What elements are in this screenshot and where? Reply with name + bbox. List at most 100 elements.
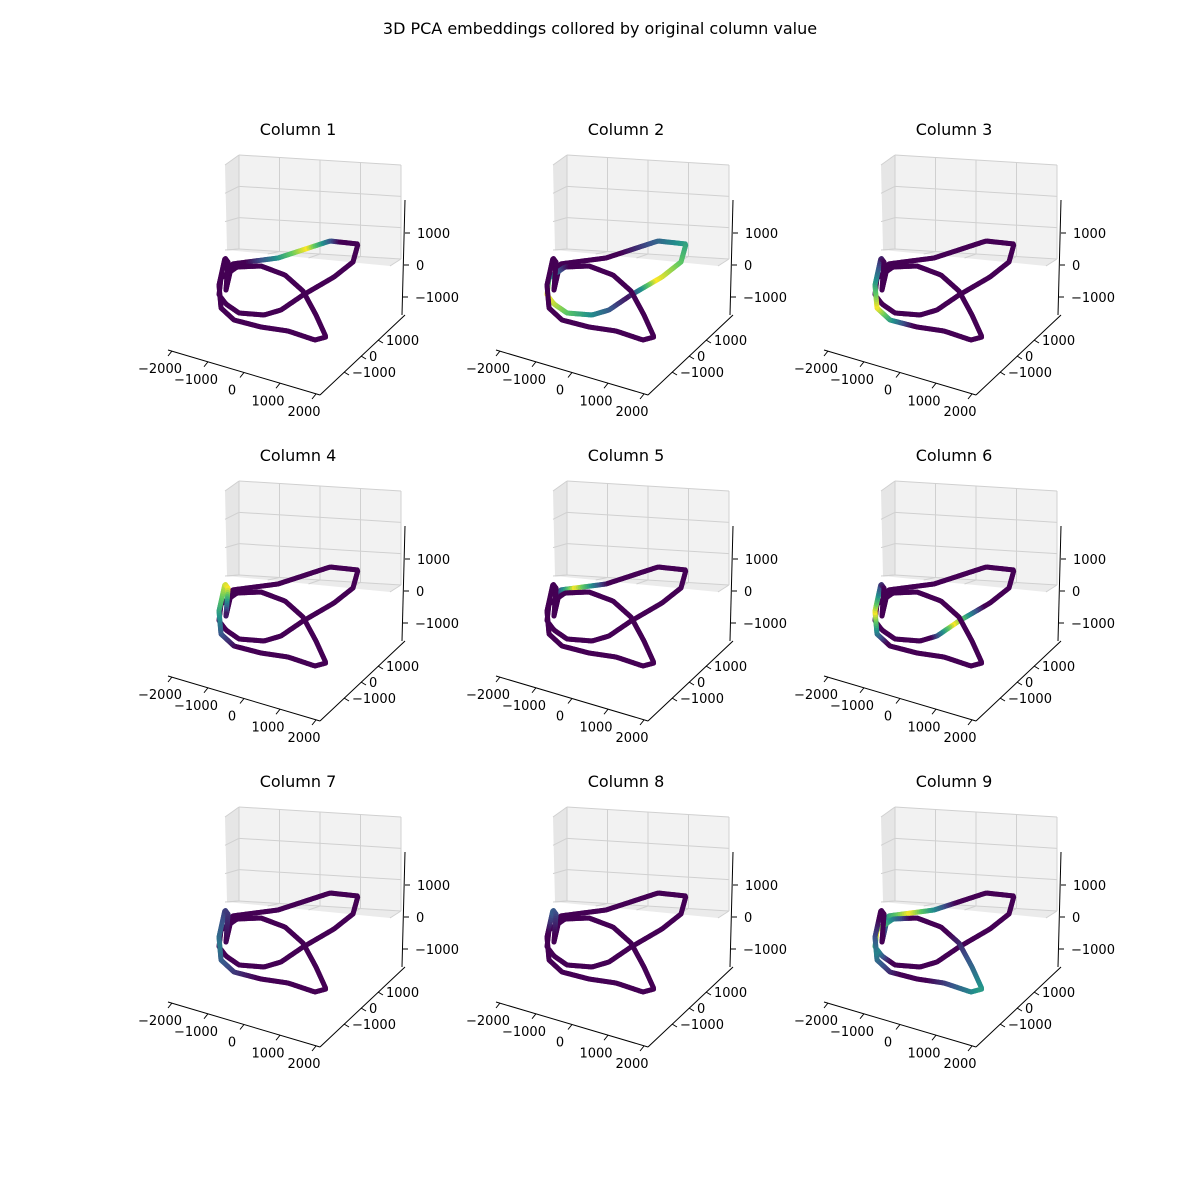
figure-title: 3D PCA embeddings collored by original c… [382, 19, 818, 38]
x-tick-mark [859, 361, 865, 368]
x-tick-mark [203, 687, 209, 694]
x-tick-label: 1000 [251, 394, 284, 409]
grid-line [566, 154, 730, 166]
x-tick-mark [203, 1013, 209, 1020]
pane-left [881, 155, 895, 250]
z-axis-line [1057, 199, 1062, 316]
x-tick-mark [495, 350, 501, 357]
pane-left [225, 155, 239, 250]
x-tick-mark [167, 350, 173, 357]
y-tick-label: 1000 [714, 334, 747, 349]
x-tick-label: 0 [228, 1036, 236, 1051]
scatter-points [216, 238, 361, 343]
grid-line [308, 905, 321, 911]
y-tick-mark [1033, 991, 1040, 996]
grid-line [224, 154, 240, 166]
grid-line [224, 480, 240, 492]
y-tick-label: 0 [697, 350, 705, 365]
y-tick-mark [705, 339, 712, 344]
x-tick-label: −1000 [502, 1025, 546, 1040]
subplot-column-2: Column 2 −2000 −1000 0 1000 2000 1000 0 −1000 100… [466, 120, 836, 450]
grid-line [566, 185, 730, 197]
y-tick-mark [360, 1007, 367, 1012]
grid-line [894, 837, 1058, 849]
x-tick-label: −1000 [174, 699, 218, 714]
grid-line [566, 511, 730, 523]
pane-left [881, 481, 895, 576]
grid-line [880, 248, 896, 251]
z-tick-label: 0 [744, 585, 752, 600]
grid-line [894, 806, 1058, 818]
pane-left [553, 155, 567, 250]
x-tick-label: −2000 [138, 1014, 182, 1029]
x-tick-label: 1000 [251, 1046, 284, 1061]
grid-line [964, 905, 977, 911]
subplot-column-8: Column 8 −2000 −1000 0 1000 2000 1000 0 −1000 100… [466, 772, 836, 1102]
subplot-column-6: Column 6 −2000 −1000 0 1000 2000 1000 0 −1000 100… [794, 446, 1164, 776]
x-tick-label: −2000 [794, 362, 838, 377]
x-tick-mark [895, 372, 901, 378]
x-tick-label: 2000 [287, 1057, 320, 1072]
grid-line [717, 584, 730, 593]
subplot-column-7: Column 7 −2000 −1000 0 1000 2000 1000 0 −1000 100… [138, 772, 508, 1102]
x-tick-label: 0 [556, 384, 564, 399]
grid-line [224, 217, 240, 223]
subplot-column-5: Column 5 −2000 −1000 0 1000 2000 1000 0 −1000 100… [466, 446, 836, 776]
grid-line [238, 837, 402, 849]
scatter-points [544, 238, 689, 343]
z-tick-label: 1000 [1073, 879, 1106, 894]
scatter-points [872, 238, 1017, 343]
x-tick-mark [311, 719, 317, 726]
x-tick-mark [275, 1034, 281, 1041]
y-tick-label: 1000 [1042, 986, 1075, 1001]
grid-line [894, 543, 1058, 555]
grid-line [880, 574, 896, 577]
x-tick-mark [167, 1002, 173, 1009]
grid-line [894, 185, 1058, 197]
grid-line [224, 574, 240, 577]
x-tick-label: −1000 [174, 1025, 218, 1040]
grid-line [923, 251, 936, 255]
grid-line [880, 511, 896, 520]
grid-line [552, 837, 568, 846]
x-tick-label: 1000 [579, 394, 612, 409]
y-tick-mark [999, 1023, 1006, 1028]
grid-line [566, 574, 730, 586]
scatter-points [216, 890, 361, 995]
z-axis-line [401, 525, 406, 642]
y-tick-label: −1000 [1008, 692, 1052, 707]
x-tick-mark [931, 708, 937, 715]
x-tick-mark [859, 1013, 865, 1020]
x-tick-label: 0 [228, 710, 236, 725]
z-tick-label: 1000 [1073, 227, 1106, 242]
subplot-column-4: Column 4 −2000 −1000 0 1000 2000 1000 0 −1000 100… [138, 446, 508, 776]
pane-left [553, 481, 567, 576]
subplot-column-3: Column 3 −2000 −1000 0 1000 2000 1000 0 −1000 100… [794, 120, 1164, 450]
grid-line [717, 910, 730, 919]
z-tick-label: −1000 [1071, 943, 1115, 958]
grid-line [566, 806, 730, 818]
subplot-column-9: Column 9 −2000 −1000 0 1000 2000 1000 0 −1000 100… [794, 772, 1164, 1102]
grid-line [552, 480, 568, 492]
x-tick-label: 1000 [907, 394, 940, 409]
grid-line [238, 248, 402, 260]
x-tick-mark [275, 708, 281, 715]
grid-line [880, 543, 896, 549]
grid-line [238, 217, 402, 229]
grid-line [552, 511, 568, 520]
x-tick-mark [603, 1034, 609, 1041]
pane-left [225, 807, 239, 902]
x-tick-mark [239, 698, 245, 704]
x-tick-mark [567, 1024, 573, 1030]
grid-line [552, 543, 568, 549]
z-axis-line [1057, 525, 1062, 642]
z-tick-label: 1000 [745, 879, 778, 894]
y-tick-mark [360, 681, 367, 686]
x-tick-label: 0 [884, 384, 892, 399]
grid-line [267, 903, 280, 907]
z-axis-line [729, 199, 734, 316]
